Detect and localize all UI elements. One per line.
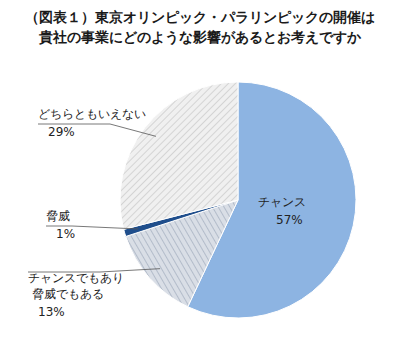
category-label: どちらともいえない (38, 107, 146, 121)
chart: （図表１）東京オリンピック・パラリンピックの開催は貴社の事業にどのような影響があ… (0, 0, 400, 360)
value-label: 57% (276, 213, 303, 227)
labels: チャンス 57% チャンスでもあり脅威でもある 13% 脅威 1% どちらともいえない 29% (28, 107, 306, 319)
category-label: 脅威でもある (32, 287, 104, 301)
category-label: チャンス (258, 195, 306, 209)
title: （図表１）東京オリンピック・パラリンピックの開催は貴社の事業にどのような影響があ… (25, 9, 375, 45)
leader-line (46, 226, 138, 229)
title-line: （図表１）東京オリンピック・パラリンピックの開催は (25, 9, 375, 25)
category-label: チャンスでもあり (28, 271, 124, 285)
slices (120, 82, 356, 318)
value-label: 1% (56, 227, 75, 241)
leader-line (28, 269, 160, 272)
value-label: 13% (38, 305, 65, 319)
leader-line (38, 124, 156, 136)
category-label: 脅威 (46, 209, 70, 223)
value-label: 29% (48, 125, 75, 139)
slice (120, 82, 238, 229)
title-line: 貴社の事業にどのような影響があるとお考えですか (38, 29, 362, 45)
chart-root: （図表１）東京オリンピック・パラリンピックの開催は貴社の事業にどのような影響があ… (0, 0, 400, 360)
